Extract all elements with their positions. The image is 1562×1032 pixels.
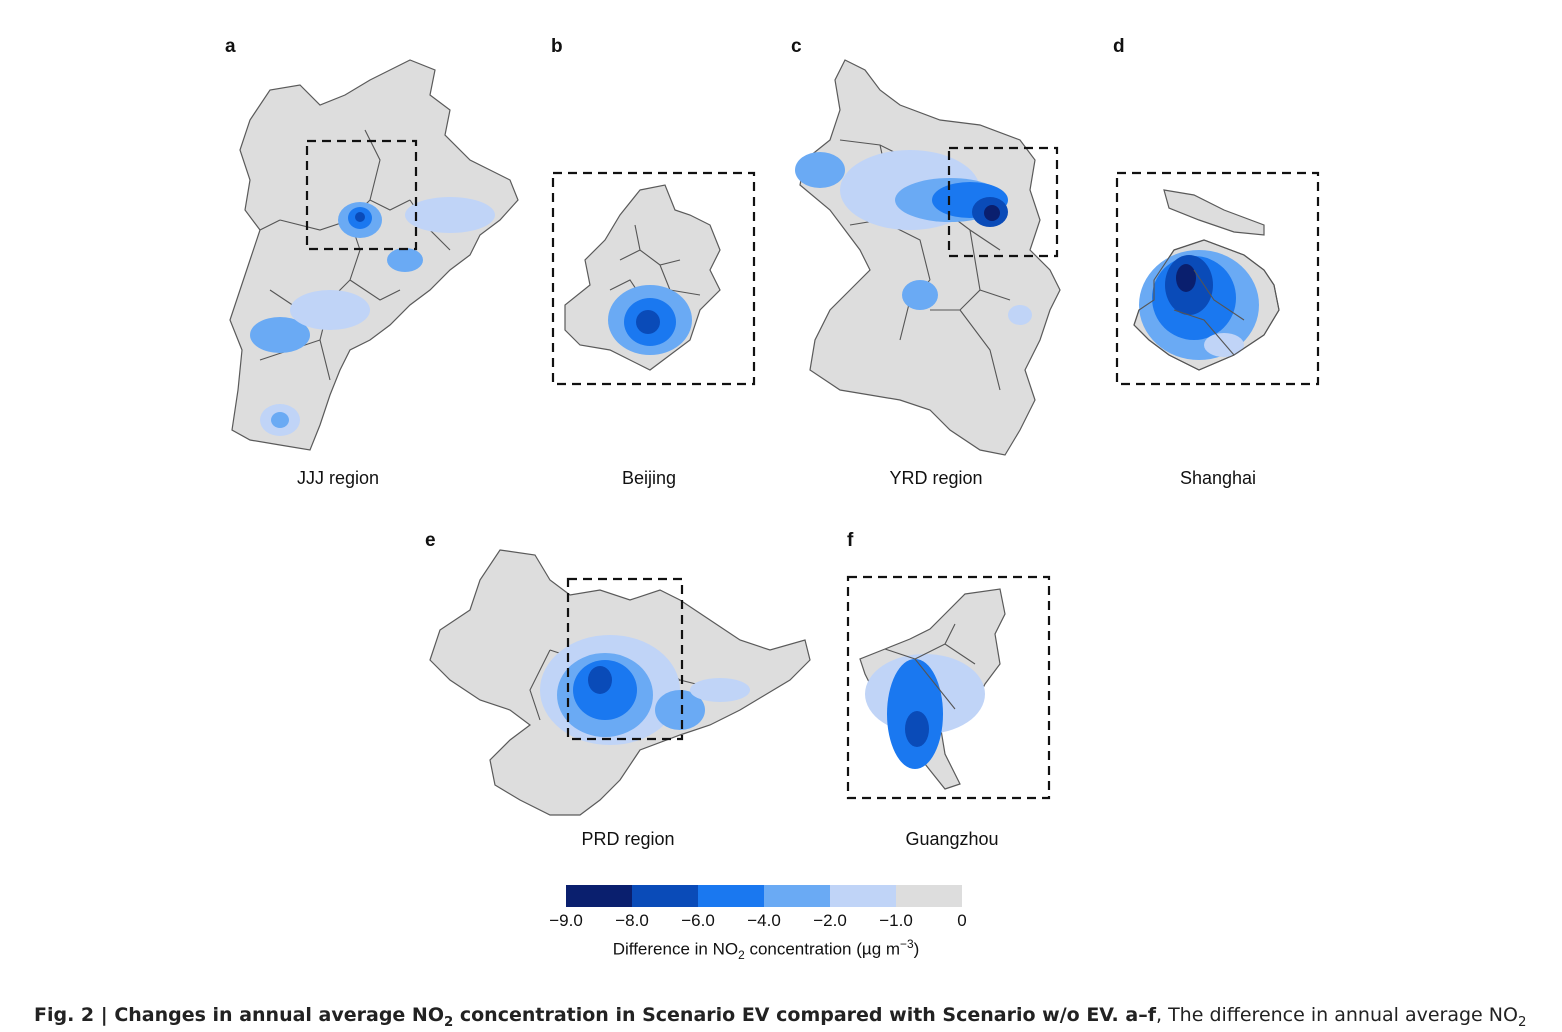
panel-e-map [429,549,811,816]
figure-caption: Fig. 2 | Changes in annual average NO2 c… [34,1004,1534,1030]
panel-a-caption: JJJ region [296,468,380,488]
legend-swatch [896,885,962,907]
legend-swatch [830,885,896,907]
legend-swatch [698,885,764,907]
legend-tick: −9.0 [549,911,583,930]
panel-d-letter: d [1113,36,1125,57]
panel-c-map [795,59,1061,456]
panel-b-map [551,171,756,386]
panel-b-letter: b [551,36,563,57]
panel-c-letter: c [791,36,802,57]
legend-swatch [764,885,830,907]
figure-label: Fig. 2 | Changes in annual average NO2 c… [34,1004,1156,1030]
panel-f-map [846,575,1051,800]
panel-e-caption: PRD region [581,829,675,849]
panel-d-map [1115,171,1320,386]
panel-f-caption: Guangzhou [905,829,999,849]
legend-title: Difference in NO2 concentration (µg m−3) [612,937,920,963]
legend-tick: −1.0 [879,911,913,930]
panel-d-caption: Shanghai [1179,468,1257,488]
legend-swatch [566,885,632,907]
panel-b-caption: Beijing [621,468,677,488]
legend-tick: −8.0 [615,911,649,930]
legend-tick: −6.0 [681,911,715,930]
panel-a-map [229,59,519,451]
panel-e-letter: e [425,530,436,551]
panel-c-caption: YRD region [889,468,983,488]
legend-swatch [632,885,698,907]
colorbar-legend: −9.0 −8.0 −6.0 −4.0 −2.0 −1.0 0 Differen… [549,885,967,965]
legend-tick: −2.0 [813,911,847,930]
caption-text: , The difference in annual average NO2 [1155,1004,1527,1030]
panel-a-letter: a [225,36,236,57]
legend-tick: −4.0 [747,911,781,930]
panel-f-letter: f [847,530,854,551]
legend-tick: 0 [957,911,967,930]
